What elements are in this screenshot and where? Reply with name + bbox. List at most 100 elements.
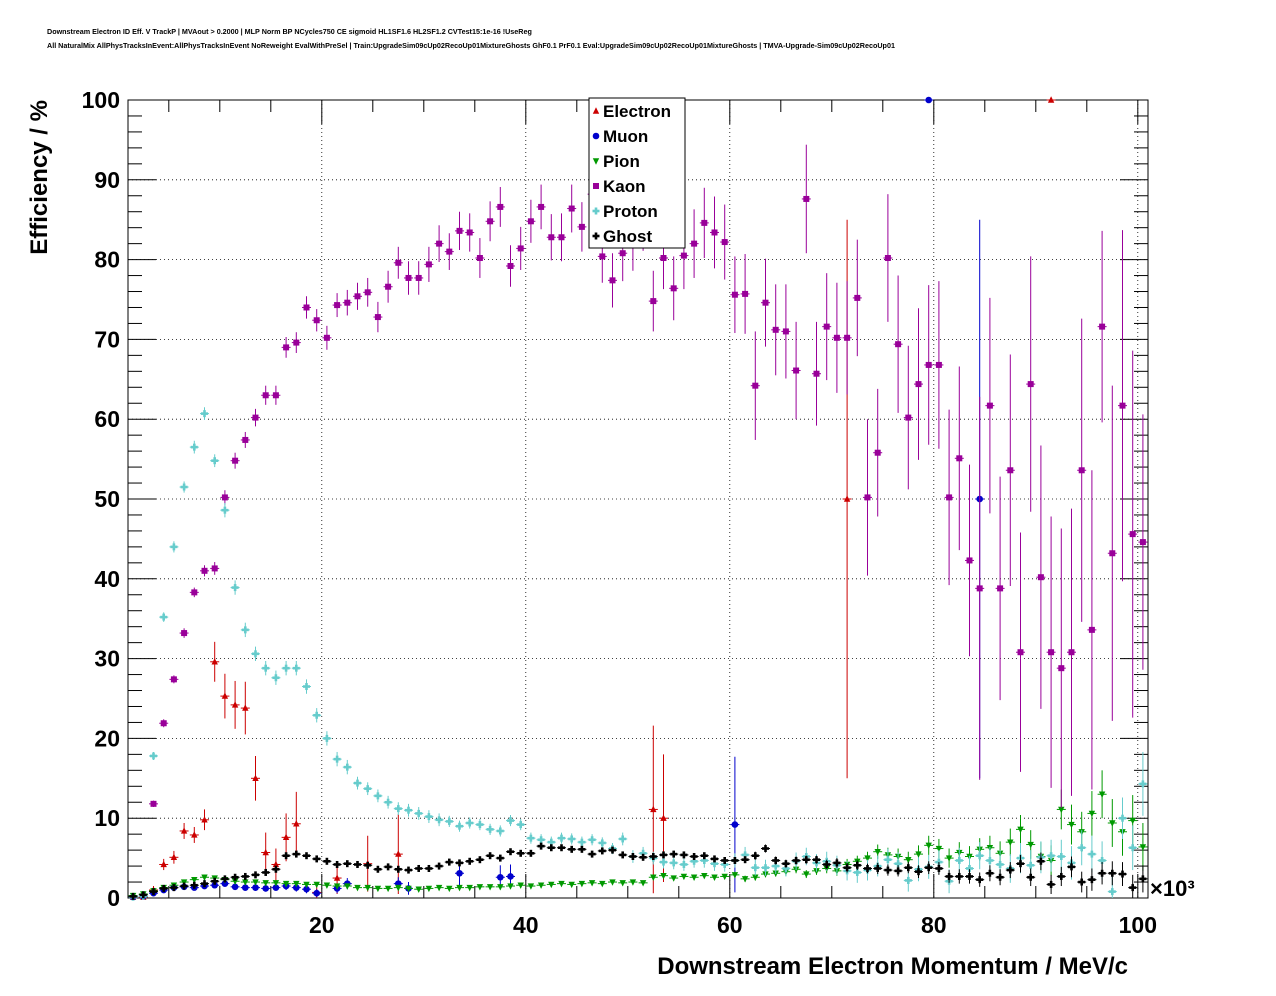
ghost-point [903,862,913,874]
pion-point [557,880,566,888]
ghost-point [628,853,638,861]
proton-point [679,858,689,871]
ghost-marker [466,857,474,865]
kaon-point [883,194,893,322]
kaon-marker [752,382,759,389]
proton-marker [700,856,708,864]
kaon-point [832,282,842,393]
ghost-point [128,892,138,900]
pion-marker [466,884,473,892]
kaon-marker [1017,649,1024,656]
muon-marker [293,884,300,891]
pion-point [322,882,332,889]
kaon-marker [170,676,177,683]
cross-v [1141,780,1145,788]
kaon-point [200,565,209,577]
muon-point [455,861,464,886]
cross-v [998,873,1002,881]
kaon-point [383,270,393,303]
proton-marker [343,763,351,771]
electron-point [271,848,281,881]
pion-point [189,876,199,884]
kaon-marker [986,402,993,409]
pion-point [1067,804,1076,845]
ghost-marker [649,853,657,861]
proton-marker [262,664,270,672]
ghost-point [240,872,250,880]
y-tick-label: 50 [94,486,120,512]
kaon-marker [221,494,228,501]
kaon-marker [487,218,494,225]
pion-point [240,879,250,886]
cross-v [1080,844,1083,852]
proton-point [220,502,230,518]
cross-v [601,839,604,847]
legend-entry-ghost: Ghost [592,227,652,246]
cross-v [764,845,767,853]
pion-marker [619,880,626,887]
proton-point [567,833,577,845]
pion-marker [629,879,637,886]
ghost-point [761,844,770,853]
kaon-point [444,233,454,270]
ghost-point [373,865,383,873]
kaon-point [434,225,444,262]
pion-marker [527,883,535,890]
cross-v [407,866,410,874]
pion-marker [1068,821,1075,829]
cross-v [550,838,553,846]
pion-point [475,884,485,891]
ghost-point [332,860,342,868]
proton-marker [996,860,1004,868]
pion-point [679,873,689,881]
kaon-point [669,256,679,321]
kaon-marker [844,334,851,341]
pion-marker [864,855,871,862]
kaon-point [312,309,322,332]
pion-marker [405,885,412,893]
pion-marker [272,880,280,887]
pion-marker [242,879,249,886]
pion-marker [1007,839,1014,846]
electron-marker [333,874,341,881]
ghost-marker [660,851,667,859]
cross-v [968,872,971,880]
ghost-point [455,859,464,867]
legend-marker-pion [592,158,600,165]
y-tick-label: 10 [94,805,120,831]
proton-point [342,759,352,775]
ghost-point [995,869,1005,886]
kaon-point [465,213,475,252]
ghost-marker [1057,872,1065,880]
ghost-marker [966,872,973,880]
proton-marker [231,584,239,592]
kaon-marker [538,203,545,210]
cross-v [978,852,981,860]
pion-point [434,884,444,892]
cross-v [998,860,1002,868]
pion-point [424,885,434,893]
pion-point [363,884,373,892]
cross-v [284,852,288,860]
ghost-marker [425,864,433,872]
cross-v [917,868,920,876]
kaon-marker [884,255,891,262]
pion-marker [599,880,606,888]
pion-point [251,879,260,886]
muon-marker [221,880,229,887]
electron-point [169,850,179,864]
cross-v [845,864,849,872]
kaon-marker [1099,323,1106,330]
legend-entry-proton: Proton [592,202,658,221]
cross-v [1049,852,1053,860]
proton-marker [547,838,555,846]
ghost-point [210,877,220,885]
ghost-marker [1119,870,1126,878]
pion-marker [201,874,208,881]
kaon-marker [1088,626,1095,633]
pion-marker [313,881,320,889]
ghost-point [465,857,475,865]
ghost-marker [609,846,616,854]
ghost-point [1087,868,1097,891]
